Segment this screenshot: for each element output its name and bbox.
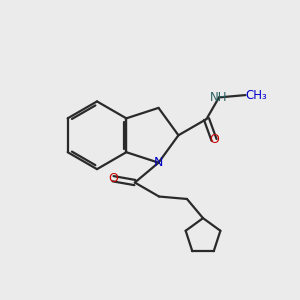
Text: CH₃: CH₃	[245, 88, 267, 102]
Text: O: O	[209, 133, 219, 146]
Text: O: O	[108, 172, 118, 185]
Text: NH: NH	[210, 91, 228, 104]
Text: N: N	[154, 156, 163, 169]
